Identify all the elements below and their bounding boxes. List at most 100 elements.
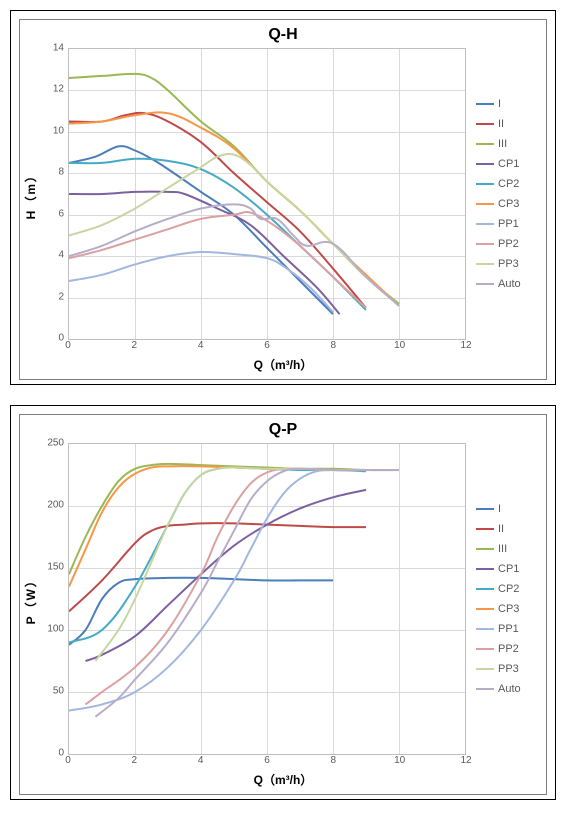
legend-label: PP2 [498,238,519,250]
legend-item: PP2 [476,643,546,655]
legend-item: Auto [476,278,546,290]
y-tick: 8 [58,167,64,178]
legend-swatch [476,223,494,226]
legend-item: III [476,543,546,555]
legend-label: CP1 [498,158,519,170]
x-axis-label: Q（m³/h） [20,769,546,794]
series-line-II [69,113,366,308]
legend-label: CP3 [498,198,519,210]
legend-swatch [476,608,494,611]
ylabel-col: H（m） [20,48,40,340]
series-line-CP2 [69,159,366,310]
chart-box-1: Q-PP（W）050100150200250IIIIIICP1CP2CP3PP1… [10,405,556,800]
x-tick: 10 [394,340,405,351]
series-line-CP3 [69,112,399,305]
legend-swatch [476,123,494,126]
y-tick: 100 [47,624,64,635]
xticks-row: 024681012 [68,340,466,354]
legend-swatch [476,648,494,651]
legend: IIIIIICP1CP2CP3PP1PP2PP3Auto [466,48,546,340]
plot-row: H（m）02468101214IIIIIICP1CP2CP3PP1PP2PP3A… [20,48,546,340]
y-tick: 6 [58,208,64,219]
chart-title: Q-H [20,20,546,48]
yticks-col: 02468101214 [40,48,68,338]
legend-label: PP1 [498,623,519,635]
legend-swatch [476,243,494,246]
y-tick: 4 [58,250,64,261]
legend-label: PP3 [498,663,519,675]
legend-swatch [476,568,494,571]
y-tick: 12 [53,84,64,95]
legend-label: I [498,98,501,110]
legend-swatch [476,528,494,531]
x-tick: 12 [460,340,471,351]
legend-label: PP2 [498,643,519,655]
legend-label: CP2 [498,178,519,190]
chart-inner: Q-PP（W）050100150200250IIIIIICP1CP2CP3PP1… [19,414,547,795]
chart-title: Q-P [20,415,546,443]
legend-swatch [476,103,494,106]
legend-item: I [476,98,546,110]
series-line-PP3 [69,154,399,306]
y-tick: 200 [47,500,64,511]
legend-swatch [476,668,494,671]
legend-label: II [498,523,504,535]
y-tick: 150 [47,562,64,573]
series-line-CP1 [86,490,367,661]
y-tick: 10 [53,125,64,136]
series-line-I [69,578,333,645]
plot-row: P（W）050100150200250IIIIIICP1CP2CP3PP1PP2… [20,443,546,755]
legend-label: CP1 [498,563,519,575]
legend-label: III [498,543,507,555]
legend-item: II [476,118,546,130]
legend-swatch [476,688,494,691]
x-tick: 12 [460,755,471,766]
x-tick: 10 [394,755,405,766]
legend-swatch [476,548,494,551]
y-tick: 2 [58,291,64,302]
x-tick: 8 [331,755,337,766]
series-line-PP1 [69,252,333,312]
x-tick: 0 [65,755,71,766]
legend-label: CP2 [498,583,519,595]
y-tick: 0 [58,333,64,344]
x-tick: 0 [65,340,71,351]
y-tick: 0 [58,748,64,759]
legend-swatch [476,183,494,186]
legend-label: III [498,138,507,150]
legend-swatch [476,628,494,631]
legend-swatch [476,283,494,286]
series-line-Auto [69,204,399,306]
series-line-I [69,146,333,314]
yticks-col: 050100150200250 [40,443,68,753]
legend-label: Auto [498,683,521,695]
legend-label: I [498,503,501,515]
plot-svg [69,49,465,339]
chart-inner: Q-HH（m）02468101214IIIIIICP1CP2CP3PP1PP2P… [19,19,547,380]
legend-label: II [498,118,504,130]
y-tick: 14 [53,43,64,54]
legend-item: PP3 [476,663,546,675]
legend-item: III [476,138,546,150]
y-axis-label: H（m） [22,168,39,219]
legend-item: CP2 [476,178,546,190]
legend-item: Auto [476,683,546,695]
series-line-III [69,464,399,574]
legend-swatch [476,203,494,206]
legend-item: CP2 [476,583,546,595]
x-axis-label: Q（m³/h） [20,354,546,379]
legend-item: CP1 [476,158,546,170]
y-axis-label: P（W） [22,573,39,624]
legend-item: PP3 [476,258,546,270]
x-tick: 4 [198,755,204,766]
legend-item: PP1 [476,218,546,230]
x-tick: 2 [132,340,138,351]
legend-item: CP1 [476,563,546,575]
legend-swatch [476,143,494,146]
legend-item: PP1 [476,623,546,635]
legend-label: PP1 [498,218,519,230]
series-line-Auto [95,469,399,717]
y-tick: 50 [53,686,64,697]
legend-swatch [476,588,494,591]
x-tick: 6 [264,755,270,766]
